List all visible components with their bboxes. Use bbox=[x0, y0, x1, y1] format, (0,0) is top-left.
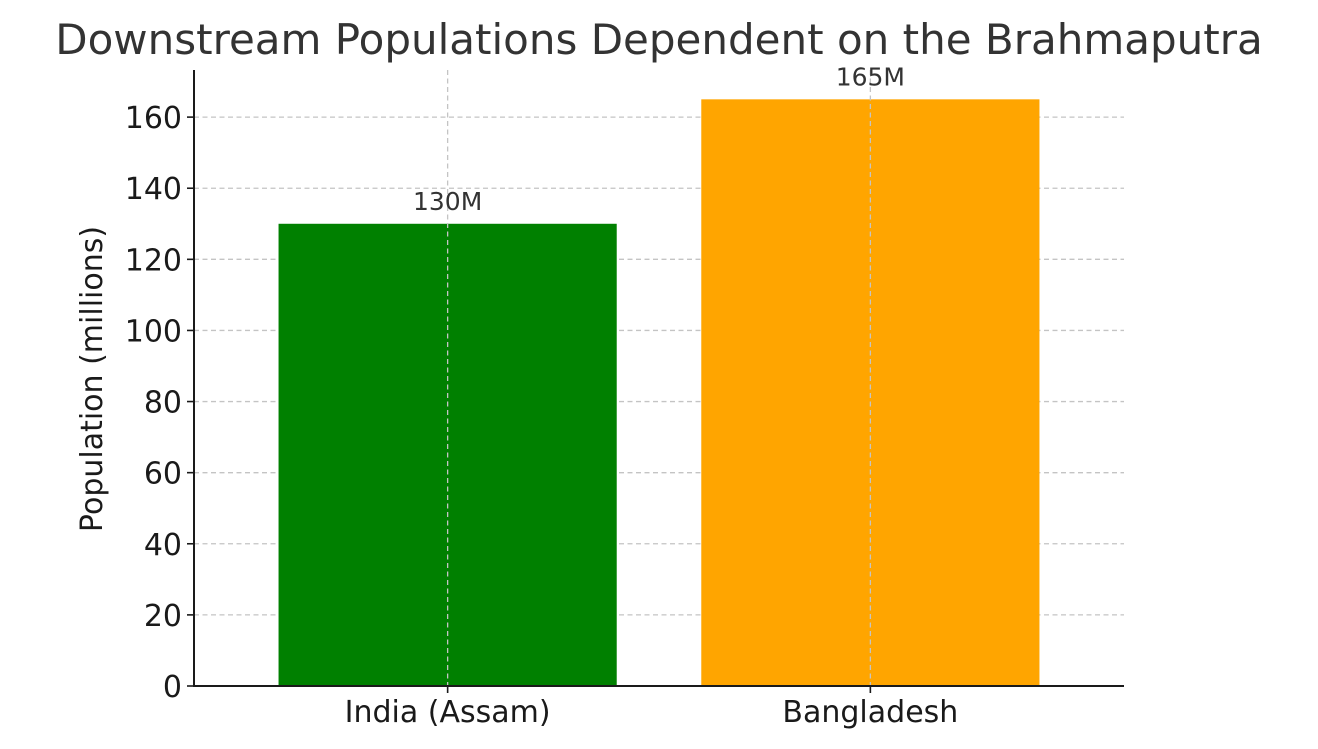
label-layer: 0 20 40 60 80 100 120 140 160 India (Assam) 130M Ba… bbox=[125, 62, 959, 730]
y-tick-label: 160 bbox=[125, 101, 182, 136]
y-axis-label: Population (millions) bbox=[75, 226, 110, 532]
data-label: 165M bbox=[836, 62, 905, 91]
y-tick-label: 40 bbox=[144, 528, 182, 563]
y-tick-label: 0 bbox=[163, 670, 182, 705]
x-tick-label: Bangladesh bbox=[782, 695, 958, 730]
y-tick-label: 140 bbox=[125, 172, 182, 207]
x-tick-label: India (Assam) bbox=[345, 695, 551, 730]
bar-layer bbox=[278, 99, 1040, 687]
axis-layer bbox=[187, 70, 1124, 693]
y-tick-label: 80 bbox=[144, 386, 182, 421]
y-tick-label: 60 bbox=[144, 457, 182, 492]
bar bbox=[701, 99, 1040, 687]
y-tick-label: 120 bbox=[125, 243, 182, 278]
chart-title: Downstream Populations Dependent on the … bbox=[55, 15, 1262, 64]
y-tick-label: 20 bbox=[144, 599, 182, 634]
data-label: 130M bbox=[413, 187, 482, 216]
vertical-grid-layer bbox=[446, 70, 872, 686]
y-tick-label: 100 bbox=[125, 314, 182, 349]
